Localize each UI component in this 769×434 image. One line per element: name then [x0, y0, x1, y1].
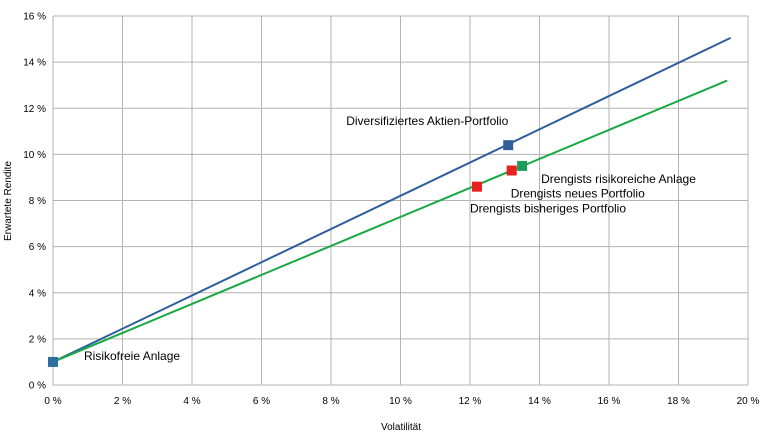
data-point-marker: [517, 160, 528, 171]
y-axis-title: Erwartete Rendite: [3, 161, 14, 241]
data-point-marker: [471, 181, 482, 192]
data-point-marker: [48, 356, 58, 367]
point-label: Drengists neues Portfolio: [511, 187, 645, 201]
series-line: [52, 79, 728, 363]
x-tick-labels: 0 % 2 % 4 % 6 % 8 % 10 % 12 % 14 % 16 % 18 % 20 %: [44, 396, 759, 407]
y-tick-label: 0 %: [29, 381, 46, 392]
x-tick-label: 6 %: [253, 396, 270, 407]
point-label: Risikofreie Anlage: [84, 349, 180, 363]
series-lines: [52, 37, 732, 363]
x-tick-label: 18 %: [667, 396, 690, 407]
y-tick-label: 14 %: [23, 58, 46, 69]
x-tick-label: 4 %: [183, 396, 200, 407]
y-tick-label: 4 %: [29, 288, 46, 299]
x-tick-label: 14 %: [528, 396, 551, 407]
y-tick-label: 2 %: [29, 334, 46, 345]
y-tick-label: 10 %: [23, 150, 46, 161]
y-tick-labels: 0 % 2 % 4 % 6 % 8 % 10 % 12 % 14 % 16 %: [23, 12, 46, 392]
x-tick-label: 20 %: [737, 396, 760, 407]
x-tick-label: 10 %: [389, 396, 412, 407]
point-label: Drengists risikoreiche Anlage: [541, 172, 696, 186]
point-labels: Risikofreie Anlage Diversifiziertes Aktie…: [84, 114, 696, 363]
y-tick-label: 12 %: [23, 104, 46, 115]
x-tick-label: 8 %: [322, 396, 339, 407]
point-label: Diversifiziertes Aktien-Portfolio: [346, 114, 508, 128]
x-tick-label: 0 %: [44, 396, 61, 407]
grid: [52, 15, 749, 386]
x-tick-label: 2 %: [114, 396, 131, 407]
data-point-marker: [503, 140, 514, 151]
point-label: Drengists bisheriges Portfolio: [470, 202, 626, 216]
y-tick-label: 16 %: [23, 12, 46, 23]
x-tick-label: 12 %: [459, 396, 482, 407]
y-tick-label: 8 %: [29, 196, 46, 207]
x-axis-title: Volatilität: [381, 422, 421, 433]
data-point-marker: [506, 165, 517, 176]
y-tick-label: 6 %: [29, 242, 46, 253]
data-points: [48, 140, 528, 367]
x-tick-label: 16 %: [598, 396, 621, 407]
series-line: [52, 37, 732, 363]
